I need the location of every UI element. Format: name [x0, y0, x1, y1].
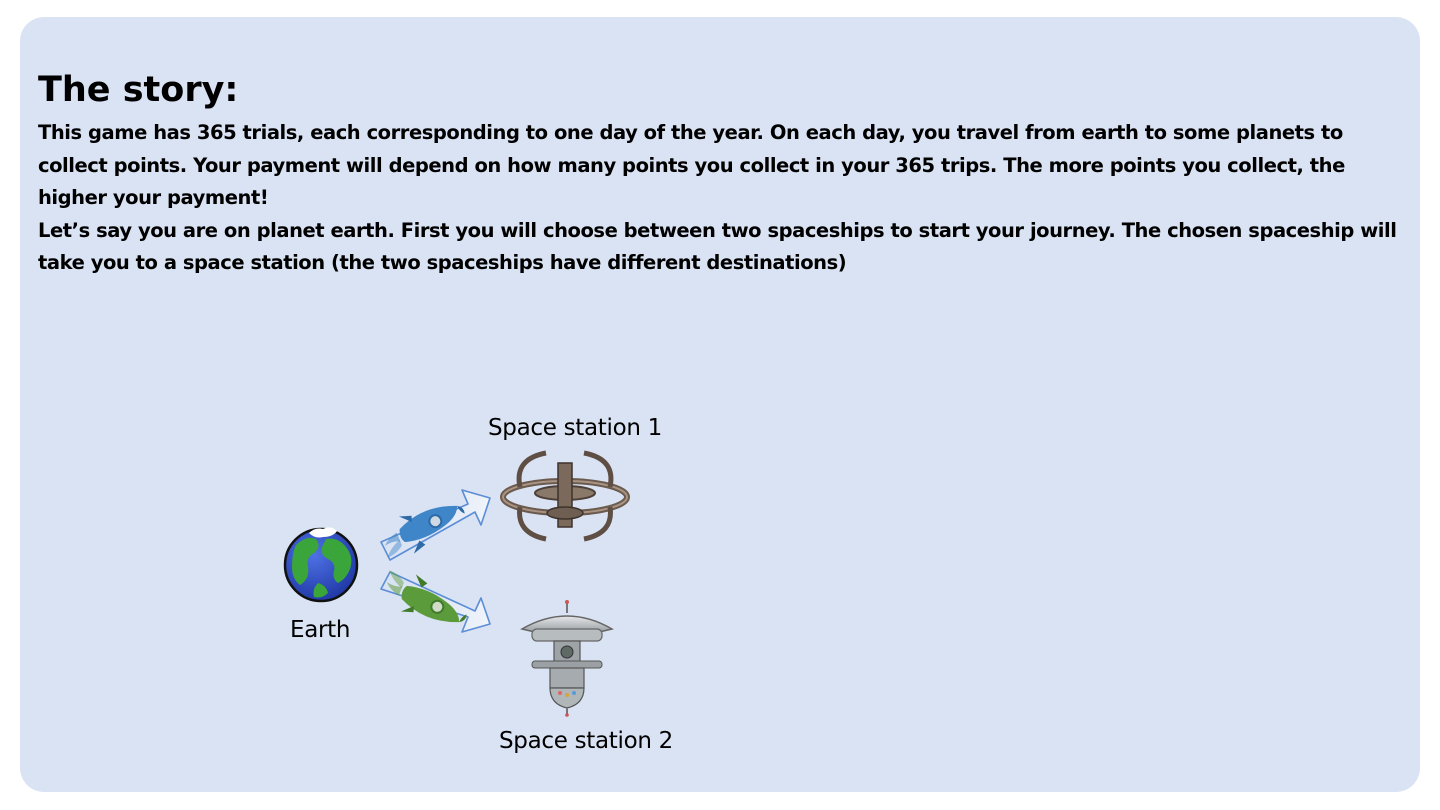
story-paragraph-2: Let’s say you are on planet earth. First…: [38, 218, 1397, 275]
earth-label: Earth: [290, 617, 351, 643]
blue-rocket-icon: [384, 505, 465, 558]
story-text: This game has 365 trials, each correspon…: [38, 117, 1418, 280]
story-paragraph-1: This game has 365 trials, each correspon…: [38, 121, 1345, 209]
earth-icon: [283, 527, 359, 603]
journey-diagram: [283, 450, 630, 717]
space-station-2-icon: [520, 600, 614, 717]
space-station-1-icon: [500, 450, 630, 542]
green-rocket-icon: [386, 570, 467, 623]
station-1-label: Space station 1: [488, 415, 662, 441]
slide: The story: This game has 365 trials, eac…: [20, 17, 1420, 792]
station-2-label: Space station 2: [499, 728, 673, 754]
page-title: The story:: [38, 70, 239, 110]
